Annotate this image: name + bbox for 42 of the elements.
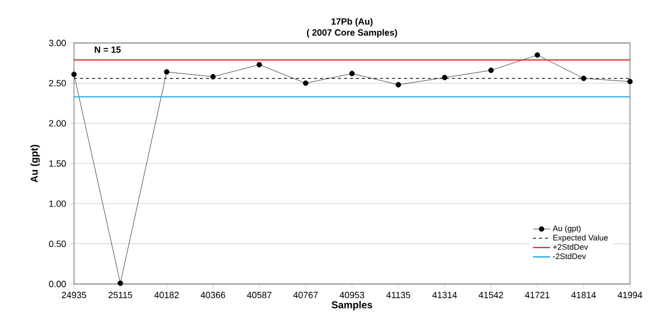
- y-tick-label: 1.00: [49, 200, 66, 207]
- y-tick-label: 0.50: [49, 240, 66, 248]
- legend-label: Au (gpt): [552, 225, 581, 233]
- point: [627, 78, 633, 84]
- x-tick-label: 40366: [200, 292, 226, 298]
- point: [256, 62, 262, 68]
- x-axis-title: Samples: [332, 301, 372, 310]
- point: [534, 52, 540, 58]
- point: [349, 70, 355, 76]
- legend-label: Expected Value: [553, 234, 608, 242]
- point: [164, 69, 170, 75]
- point: [442, 74, 448, 80]
- x-tick-label: 41814: [571, 292, 596, 298]
- point: [71, 72, 77, 78]
- x-tick-label: 40767: [293, 292, 318, 298]
- x-tick-label: 41542: [478, 292, 504, 298]
- x-tick-label: 40182: [154, 292, 179, 298]
- y-axis-title: Au (gpt): [30, 144, 40, 182]
- y-tick-label: 0.00: [49, 280, 66, 288]
- point: [210, 74, 216, 80]
- x-tick-label: 41314: [432, 292, 457, 298]
- point: [118, 280, 124, 286]
- x-tick-label: 24935: [62, 292, 86, 298]
- x-tick-label: 40953: [340, 292, 364, 298]
- chart-title: 17Pb (Au): [332, 18, 373, 26]
- point: [396, 82, 402, 88]
- point: [580, 76, 586, 82]
- chart-subtitle: ( 2007 Core Samples): [306, 29, 398, 38]
- y-tick-label: 3.00: [49, 40, 66, 46]
- y-tick-label: 2.50: [49, 80, 66, 86]
- y-tick-label: 1.50: [49, 160, 66, 167]
- point: [302, 80, 308, 86]
- x-tick-label: 25115: [108, 292, 132, 298]
- y-tick-label: 2.00: [49, 120, 66, 127]
- legend-label: +2StdDev: [553, 244, 588, 250]
- x-tick-label: 40587: [247, 292, 272, 298]
- x-tick-label: 41135: [386, 292, 410, 298]
- x-tick-label: 41721: [525, 292, 550, 298]
- legend-label: -2StdDev: [553, 253, 586, 260]
- annotation: N = 15: [94, 46, 121, 53]
- point: [488, 68, 494, 74]
- x-tick-label: 41994: [618, 292, 642, 298]
